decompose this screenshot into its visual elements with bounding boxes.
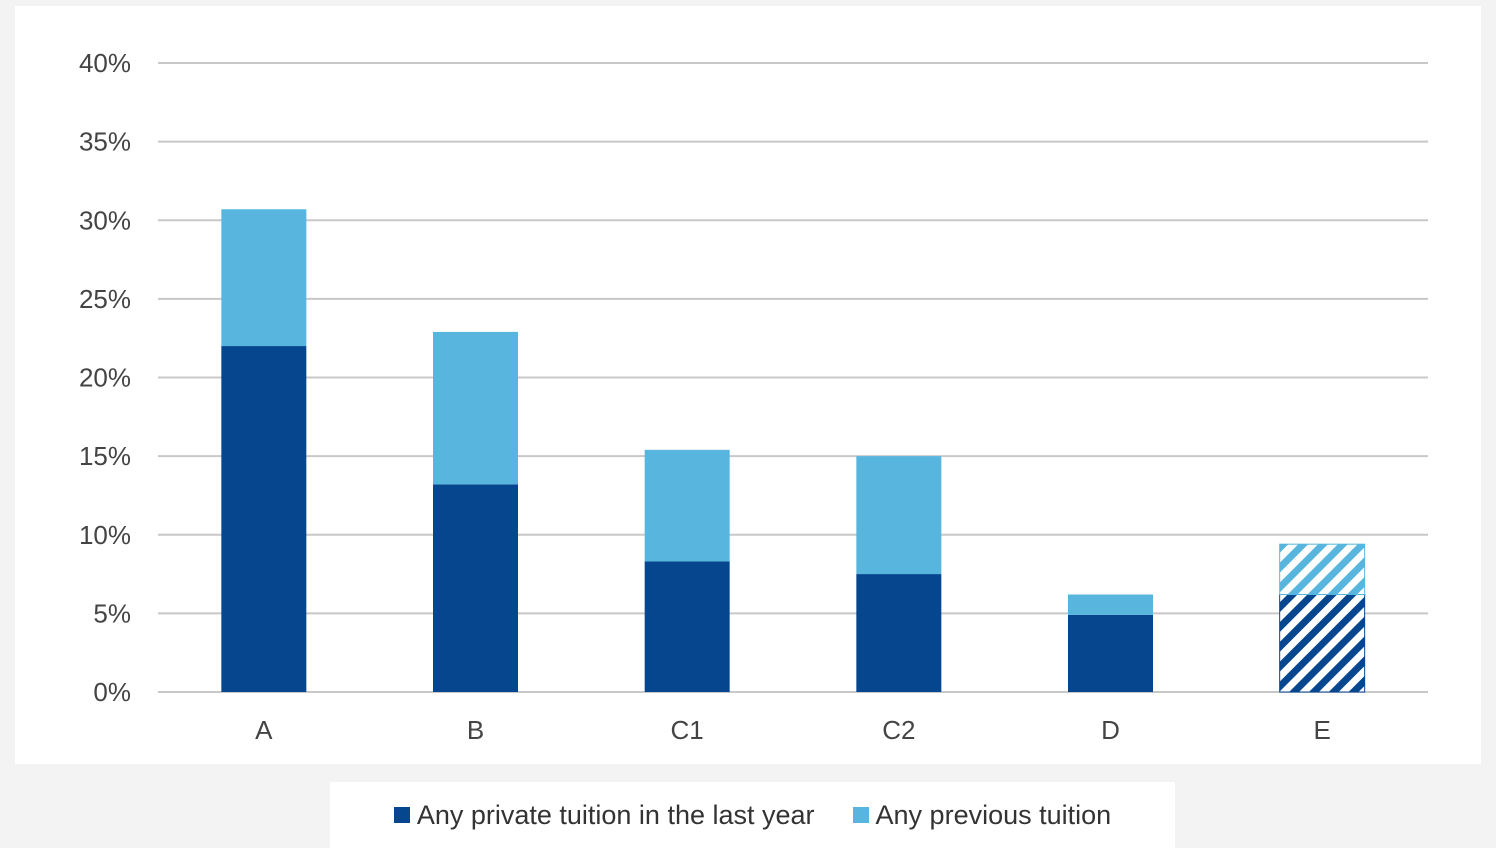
bar-a-series-1 <box>221 346 307 692</box>
x-tick-label: E <box>1313 715 1330 745</box>
x-axis-ticks: A B C1 C2 D E <box>255 715 1331 745</box>
legend-swatch-private-tuition <box>393 807 410 823</box>
legend-label-previous-tuition: Any previous tuition <box>875 799 1112 830</box>
bar-e-series-1 <box>1279 594 1366 693</box>
bar-c1-series-2 <box>644 449 730 562</box>
y-axis-ticks: 0% 5% 10% 15% 20% 25% 30% 35% 40% <box>79 48 131 707</box>
y-tick-label: 40% <box>79 48 131 78</box>
y-tick-label: 5% <box>93 598 131 628</box>
bar-d-series-1 <box>1068 614 1153 692</box>
x-tick-label: B <box>467 715 484 745</box>
bar-c2-series-1 <box>856 574 942 692</box>
chart-panel: 0% 5% 10% 15% 20% 25% 30% 35% 40% A B C1 C2 D E <box>15 6 1481 764</box>
y-tick-label: 35% <box>79 127 131 157</box>
y-tick-label: 30% <box>79 205 131 235</box>
bar-b-series-2 <box>433 331 518 485</box>
y-tick-label: 10% <box>79 520 131 550</box>
x-tick-label: A <box>255 715 273 745</box>
legend-item-previous-tuition: Any previous tuition <box>852 799 1112 831</box>
bars <box>221 209 1366 693</box>
y-tick-label: 15% <box>79 441 131 471</box>
bar-c1-series-1 <box>644 561 730 692</box>
legend-item-private-tuition: Any private tuition in the last year <box>393 799 815 831</box>
bar-d-series-2 <box>1068 594 1153 615</box>
legend-swatch-previous-tuition <box>852 807 869 823</box>
gridlines <box>158 62 1428 693</box>
bar-a-series-2 <box>221 209 307 347</box>
bar-c2-series-2 <box>856 456 942 575</box>
x-tick-label: C2 <box>882 715 915 745</box>
bar-b-series-1 <box>433 484 518 692</box>
x-tick-label: D <box>1101 715 1120 745</box>
x-tick-label: C1 <box>671 715 704 745</box>
stacked-bar-chart: 0% 5% 10% 15% 20% 25% 30% 35% 40% A B C1 C2 D E <box>79 48 1428 745</box>
y-tick-label: 0% <box>93 677 131 707</box>
legend-label-private-tuition: Any private tuition in the last year <box>416 799 815 830</box>
y-tick-label: 20% <box>79 363 131 393</box>
bar-e-series-2 <box>1279 543 1366 596</box>
y-tick-label: 25% <box>79 284 131 314</box>
legend: Any private tuition in the last year Any… <box>330 782 1175 848</box>
